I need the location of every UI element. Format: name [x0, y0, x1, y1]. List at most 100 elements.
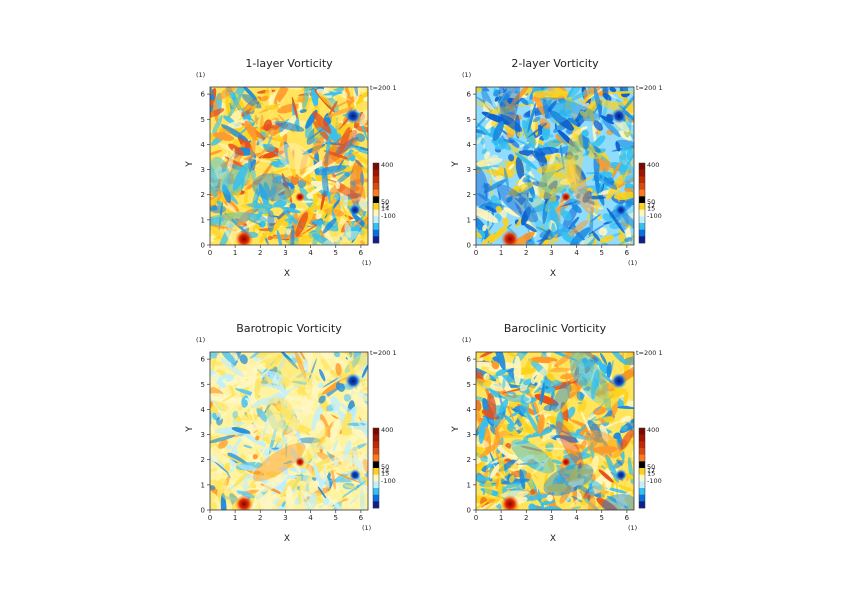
vorticity-filament [502, 377, 506, 390]
vorticity-filament [476, 109, 493, 134]
vorticity-filament [210, 372, 220, 390]
vorticity-filament [334, 184, 359, 199]
vorticity-filament [506, 425, 514, 432]
vorticity-filament [347, 422, 366, 426]
vorticity-filament [571, 91, 588, 101]
time-label: t=200 1 [370, 84, 397, 92]
vortex-positive [295, 192, 305, 202]
vorticity-filament [503, 394, 530, 403]
vorticity-filament [490, 463, 500, 479]
vorticity-filament [358, 197, 368, 212]
x-tick-label: 4 [574, 514, 579, 522]
vorticity-filament [298, 439, 302, 445]
colorbar-segment [373, 176, 379, 184]
colorbar-segment [639, 236, 645, 244]
vorticity-filament [276, 430, 297, 448]
vorticity-filament [320, 190, 326, 211]
vorticity-filament [218, 439, 228, 449]
vorticity-filament [274, 87, 291, 105]
vorticity-filament [244, 120, 257, 140]
vorticity-filament [342, 480, 367, 498]
vorticity-patch [476, 164, 489, 207]
vorticity-filament [270, 119, 277, 125]
vorticity-filament [563, 449, 568, 455]
vorticity-filament [507, 103, 538, 107]
vorticity-filament [547, 360, 552, 380]
vorticity-filament [285, 485, 293, 508]
vorticity-filament [210, 435, 236, 444]
vorticity-filament [220, 124, 249, 142]
vorticity-filament [520, 206, 531, 226]
vortex-positive [501, 495, 519, 510]
vorticity-filament [492, 120, 504, 142]
colorbar-label: 15 [381, 202, 389, 210]
vorticity-filament [277, 419, 287, 429]
vorticity-filament [572, 140, 579, 153]
vorticity-patch [576, 358, 609, 404]
vorticity-filament [609, 87, 617, 93]
vorticity-filament [476, 409, 482, 428]
vorticity-filament [605, 389, 611, 395]
vorticity-filament [590, 441, 595, 459]
vorticity-filament [312, 480, 320, 489]
colorbar-segment [639, 209, 645, 217]
vorticity-filament [503, 207, 521, 218]
vorticity-filament [271, 215, 281, 218]
vorticity-filament [561, 210, 572, 221]
vorticity-filament [303, 182, 322, 189]
vorticity-filament [316, 88, 333, 99]
vorticity-filament [583, 386, 591, 392]
vorticity-filament [585, 199, 597, 206]
vorticity-filament [344, 222, 352, 238]
vorticity-filament [587, 151, 602, 160]
vorticity-filament [216, 200, 222, 206]
y-tick-label: 4 [201, 141, 206, 149]
vorticity-filament [510, 136, 540, 151]
vorticity-filament [593, 87, 602, 116]
vorticity-filament [576, 193, 581, 199]
vorticity-filament [479, 352, 499, 358]
heatmap-field [476, 87, 634, 245]
y-tick-label: 0 [467, 242, 471, 250]
vorticity-filament [343, 393, 352, 402]
colorbar-label: 15 [381, 470, 389, 478]
vorticity-filament [341, 500, 351, 509]
vorticity-filament [361, 364, 368, 378]
x-tick-label: 6 [625, 514, 630, 522]
vorticity-filament [280, 206, 301, 214]
vorticity-filament [476, 136, 482, 144]
vorticity-filament [537, 139, 545, 146]
vorticity-filament [232, 162, 249, 191]
vorticity-filament [587, 87, 612, 100]
vorticity-filament [568, 380, 585, 392]
vorticity-filament [249, 135, 256, 162]
vorticity-patch [252, 173, 295, 202]
vorticity-filament [311, 377, 319, 399]
vorticity-patch [566, 126, 584, 192]
vorticity-filament [284, 187, 291, 201]
y-tick-label: 5 [467, 116, 471, 124]
vorticity-filament [593, 171, 618, 190]
vorticity-filament [567, 110, 572, 114]
x-tick-label: 6 [359, 249, 364, 257]
vorticity-filament [491, 361, 500, 370]
vorticity-filament [494, 352, 506, 371]
colorbar-segment [373, 481, 379, 489]
vorticity-filament [335, 400, 354, 415]
vorticity-filament [528, 503, 537, 510]
vorticity-filament [478, 421, 486, 444]
vorticity-filament [354, 364, 360, 373]
vorticity-filament [243, 444, 253, 449]
vorticity-filament [479, 439, 503, 459]
vortex-negative [345, 108, 361, 124]
vorticity-filament [600, 352, 608, 365]
vorticity-filament [299, 109, 307, 113]
vorticity-patch [322, 129, 358, 167]
vorticity-filament [325, 106, 355, 118]
vorticity-filament [285, 392, 301, 418]
vorticity-patch [525, 193, 551, 233]
vorticity-filament [264, 104, 279, 111]
vorticity-filament [241, 431, 267, 448]
time-label: t=200 1 [370, 349, 397, 357]
y-tick-label: 3 [467, 166, 471, 174]
